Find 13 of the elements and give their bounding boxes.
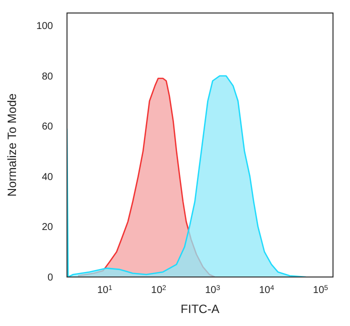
y-axis-title: Normalize To Mode xyxy=(5,93,19,197)
y-tick-label: 20 xyxy=(42,222,54,234)
x-tick-label: 10$^{1}$ xyxy=(97,284,112,296)
y-tick-label: 80 xyxy=(42,71,54,82)
x-tick-label: 10$^{2}$ xyxy=(151,284,166,296)
y-tick-label: 100 xyxy=(36,21,54,32)
y-tick-label: 0 xyxy=(47,272,54,284)
y-tick-label: 60 xyxy=(42,122,54,133)
x-tick-label: 10$^{5}$ xyxy=(313,284,328,296)
y-tick-label: 40 xyxy=(42,172,54,183)
x-axis-title: FITC-A xyxy=(180,302,220,316)
x-tick-label: 10$^{4}$ xyxy=(259,284,274,296)
x-tick-label: 10$^{3}$ xyxy=(205,284,220,296)
